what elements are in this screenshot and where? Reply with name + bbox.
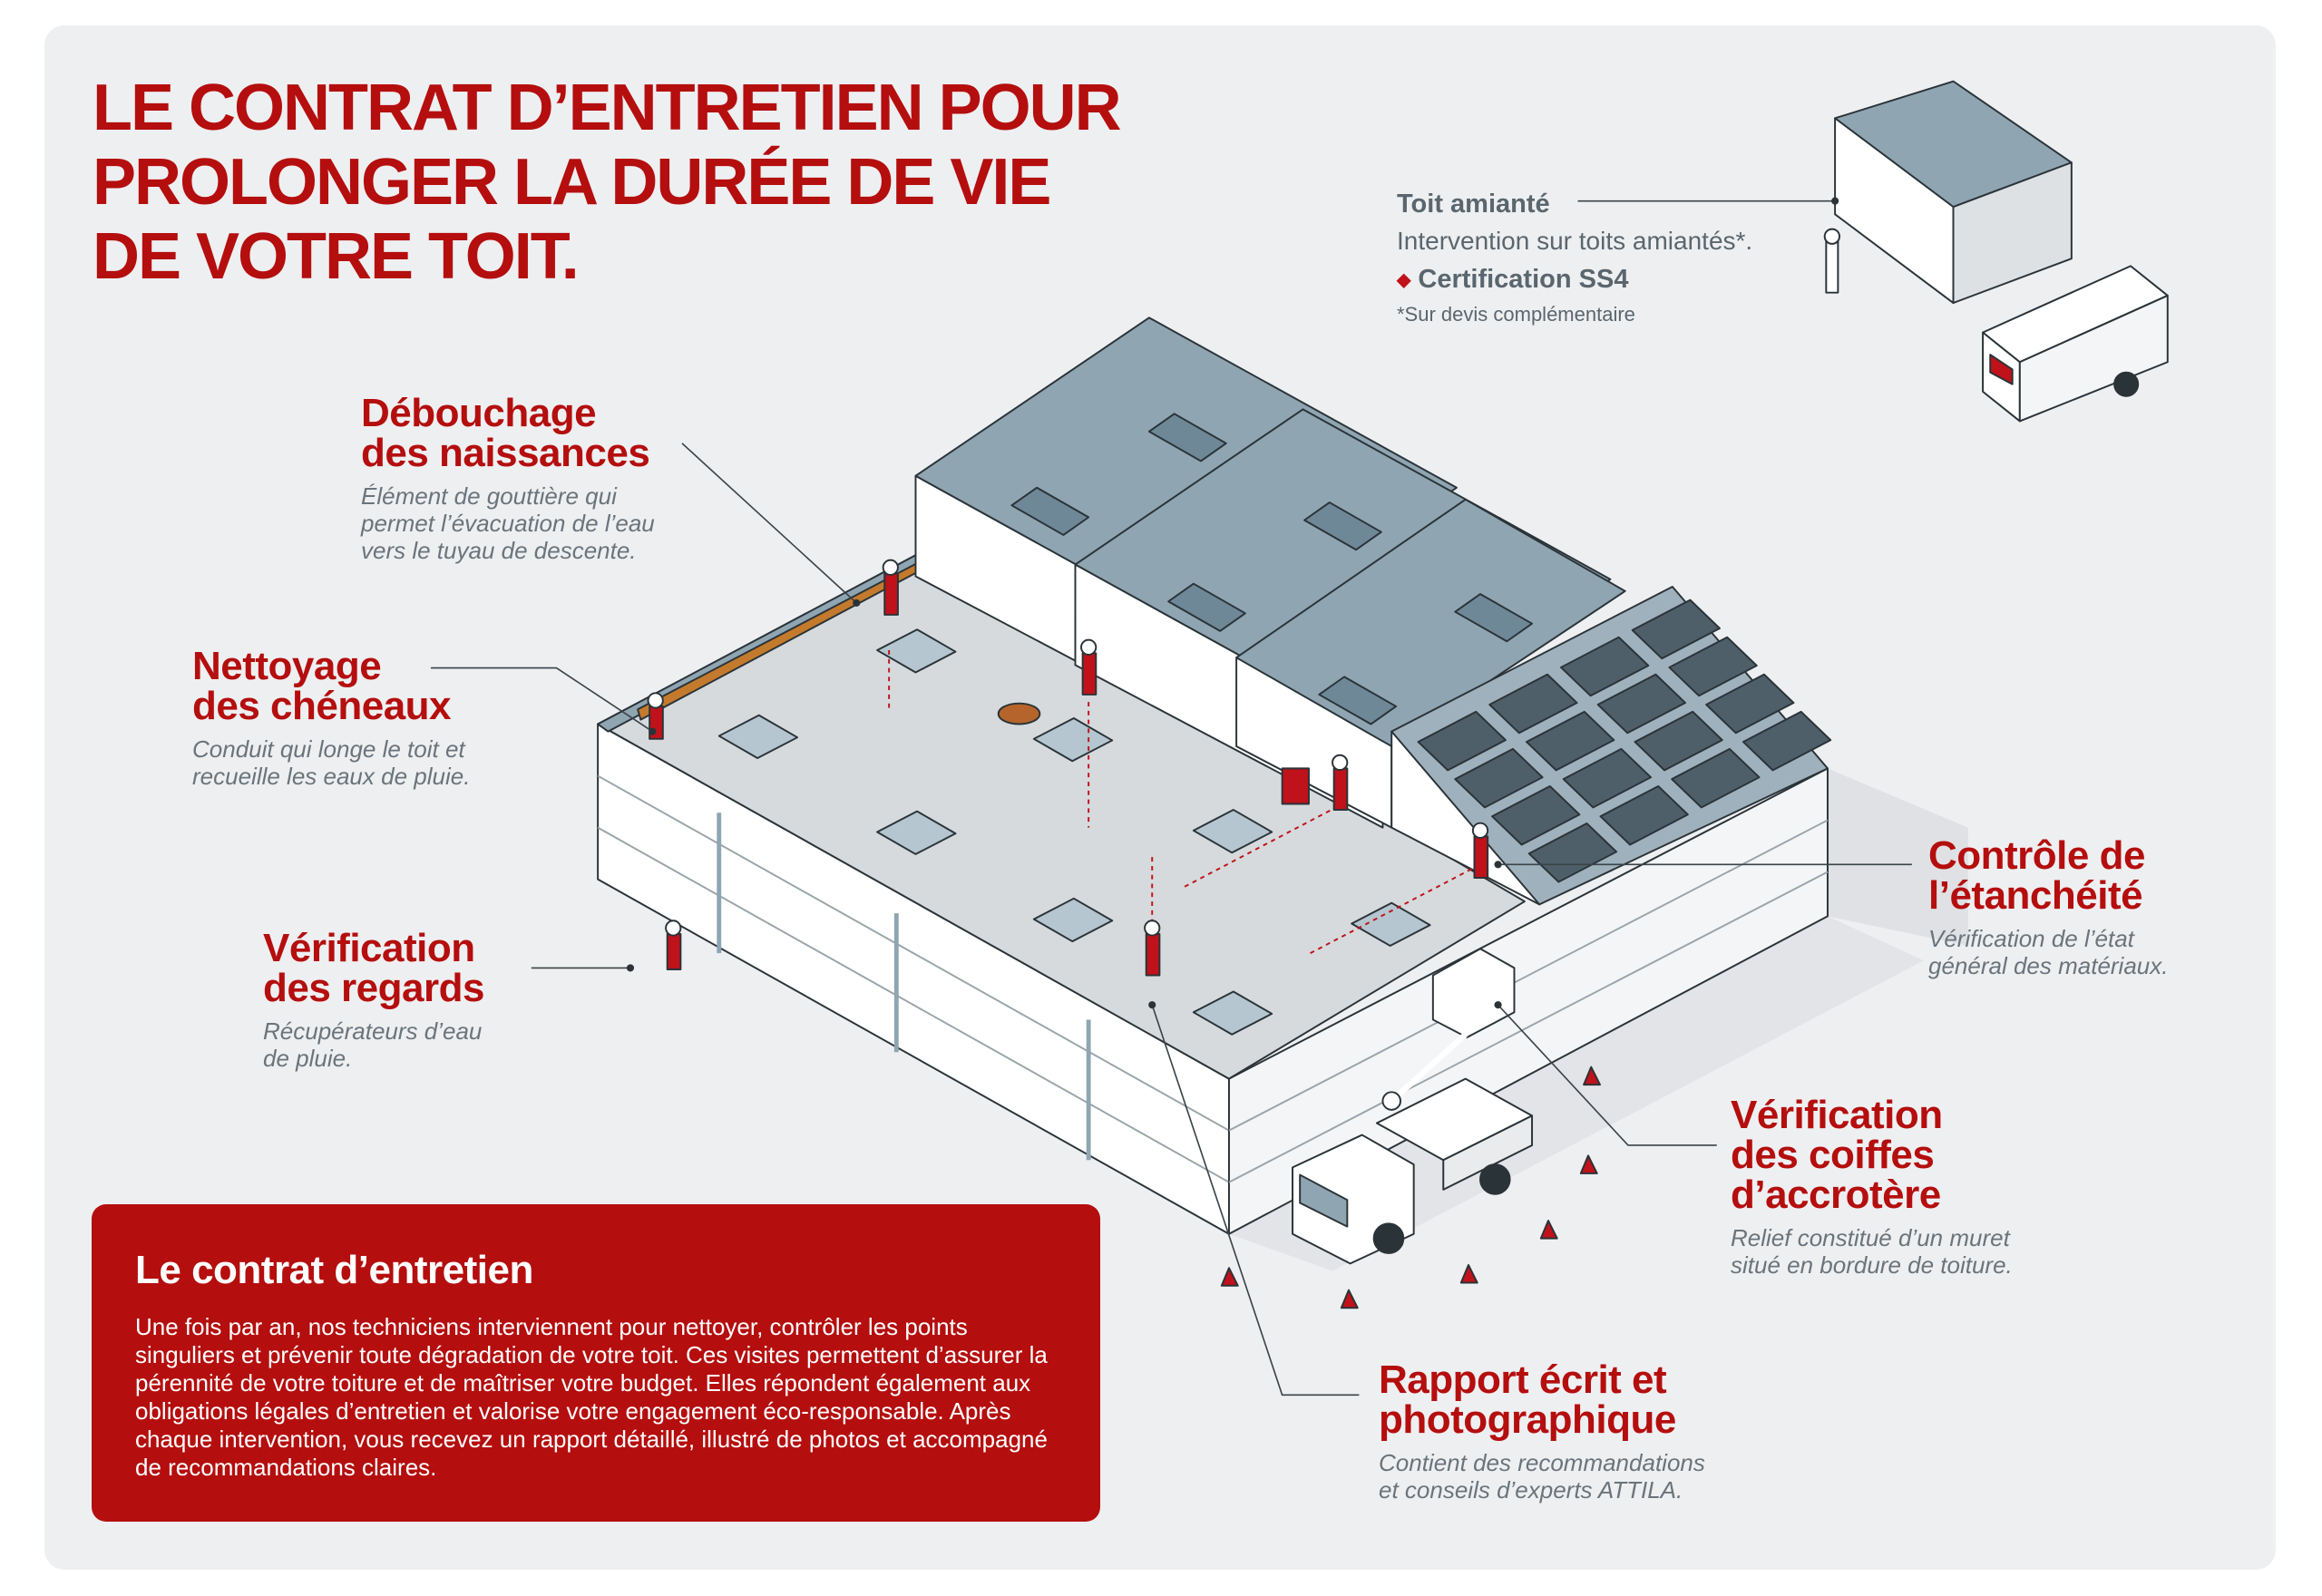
- solar-panel: [1634, 710, 1723, 772]
- callout-desc: recueille les eaux de pluie.: [192, 763, 471, 790]
- skylight: [717, 714, 799, 759]
- solar-panel: [1454, 747, 1544, 809]
- callout-title: Contrôle de: [1928, 833, 2145, 878]
- callout-desc: Vérification de l’état: [1928, 925, 2134, 952]
- certification-label: Certification SS4: [1418, 265, 1629, 294]
- title-line: DE VOTRE TOIT.: [93, 220, 580, 293]
- callout-desc: Élément de gouttière qui: [361, 482, 617, 510]
- skylight: [1032, 897, 1114, 943]
- callout-desc: de pluie.: [263, 1045, 353, 1072]
- solar-panel: [1527, 822, 1618, 883]
- callout-desc: situé en bordure de toiture.: [1731, 1251, 2013, 1279]
- callout-title: Débouchage: [361, 391, 597, 435]
- callout-rapport: Rapport écrit et photographique Contient …: [1379, 1360, 1705, 1504]
- trailer: [1982, 265, 2169, 423]
- callout-title: Rapport écrit et: [1379, 1358, 1667, 1402]
- solar-panel: [1562, 747, 1653, 809]
- callout-title: Vérification: [263, 926, 475, 970]
- callout-title: photographique: [1379, 1397, 1676, 1442]
- callout-desc: Récupérateurs d’eau: [263, 1017, 483, 1045]
- solar-panel: [1599, 784, 1689, 846]
- skylight: [1351, 901, 1431, 947]
- callout-title: des regards: [263, 966, 484, 1010]
- callout-regards: Vérification des regards Récupérateurs d’…: [263, 926, 484, 1073]
- callout-title: des naissances: [361, 431, 650, 475]
- contract-box-body: Une fois par an, nos techniciens intervi…: [135, 1313, 1048, 1481]
- callout-title: d’accrotère: [1731, 1173, 1941, 1217]
- callout-desc: vers le tuyau de descente.: [361, 537, 637, 564]
- asbestos-note: *Sur devis complémentaire: [1397, 303, 1635, 326]
- asbestos-info: Toit amianté Intervention sur toits amia…: [1397, 186, 1752, 330]
- callout-title: des chéneaux: [192, 684, 452, 728]
- certification: ◆ Certification SS4: [1397, 260, 1752, 299]
- solar-panel: [1559, 636, 1650, 697]
- leader-lines: [430, 200, 1912, 1396]
- title-line: PROLONGER LA DURÉE DE VIE: [93, 146, 1051, 219]
- solar-panel: [1526, 710, 1615, 772]
- solar-panel: [1705, 673, 1795, 735]
- solar-panel: [1417, 710, 1507, 772]
- technicians: [647, 228, 1840, 977]
- contract-box: Le contrat d’entretien Une fois par an, …: [92, 1204, 1100, 1522]
- skylight: [1192, 809, 1273, 854]
- title-line: LE CONTRAT D’ENTRETIEN POUR: [93, 72, 1122, 144]
- callout-etancheite: Contrôle de l’étanchéité Vérification de …: [1928, 833, 2169, 980]
- traffic-cones: [1220, 1066, 1601, 1309]
- callout-desc: Contient des recommandations: [1379, 1449, 1705, 1476]
- asbestos-text: Intervention sur toits amiantés*.: [1397, 227, 1753, 255]
- callout-desc: permet l’évacuation de l’eau: [361, 510, 655, 537]
- callout-debouchage: Débouchage des naissances Élément de gout…: [361, 391, 655, 565]
- solar-panel: [1488, 673, 1578, 735]
- asbestos-container: [1834, 80, 2073, 305]
- skylight: [876, 628, 957, 674]
- solar-panel: [1671, 747, 1761, 809]
- skylight: [1192, 990, 1273, 1036]
- callout-nettoyage: Nettoyage des chéneaux Conduit qui longe …: [192, 644, 471, 791]
- truck: [1292, 1077, 1534, 1265]
- barrel: [1281, 767, 1310, 805]
- solar-panel: [1596, 673, 1687, 735]
- contract-box-title: Le contrat d’entretien: [135, 1248, 533, 1292]
- callout-title: des coiffes: [1731, 1133, 1935, 1177]
- callout-desc: et conseils d’experts ATTILA.: [1379, 1476, 1683, 1504]
- lift-basket: [1431, 948, 1516, 1038]
- solar-panels: [1417, 598, 1832, 883]
- skylight: [1032, 717, 1114, 763]
- skylight: [876, 810, 957, 855]
- callout-desc: général des matériaux.: [1928, 952, 2169, 979]
- callout-coiffes: Vérification des coiffes d’accrotère Relie…: [1731, 1093, 2013, 1280]
- diamond-bullet-icon: ◆: [1397, 270, 1411, 291]
- solar-panel: [1631, 598, 1721, 660]
- debris: [997, 702, 1041, 725]
- solar-panel: [1491, 784, 1581, 846]
- solar-panel: [1742, 710, 1832, 772]
- callout-title: Nettoyage: [192, 644, 382, 688]
- shed-roof-c: [1235, 498, 1626, 829]
- solar-panel: [1668, 636, 1758, 697]
- callout-desc: Conduit qui longe le toit et: [192, 735, 465, 763]
- callout-title: l’étanchéité: [1928, 873, 2143, 918]
- asbestos-heading: Toit amianté: [1397, 190, 1550, 219]
- callout-desc: Relief constitué d’un muret: [1731, 1224, 2010, 1251]
- callout-title: Vérification: [1731, 1093, 1943, 1137]
- page-title: LE CONTRAT D’ENTRETIEN POUR PROLONGER LA…: [93, 71, 1122, 294]
